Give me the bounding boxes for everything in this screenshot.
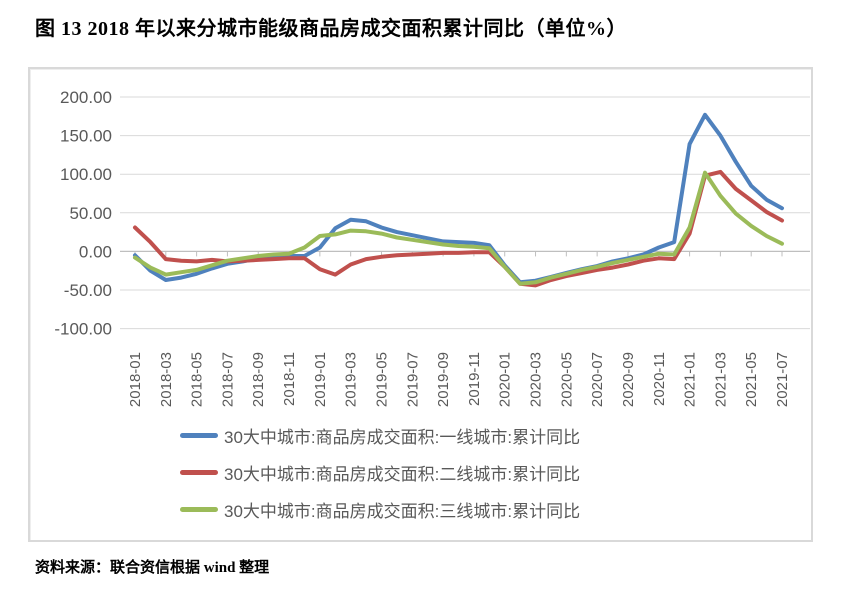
series-line-tier1 <box>135 115 782 282</box>
legend-item-tier3: 30大中城市:商品房成交面积:三线城市:累计同比 <box>180 499 580 520</box>
legend-item-tier1: 30大中城市:商品房成交面积:一线城市:累计同比 <box>180 425 580 446</box>
x-axis-tick-label: 2019-01 <box>312 352 329 407</box>
legend-item-tier2: 30大中城市:商品房成交面积:二线城市:累计同比 <box>180 462 580 483</box>
source-note: 资料来源：联合资信根据 wind 整理 <box>35 556 269 577</box>
x-axis-tick-label: 2019-07 <box>404 352 421 407</box>
chart-area: 200.00 150.00 100.00 50.00 0.00 -50.00 -100.00… <box>28 67 813 542</box>
y-axis-tick-label: 50.00 <box>69 204 112 223</box>
legend-swatch-tier2 <box>180 470 218 475</box>
chart-legend: 30大中城市:商品房成交面积:一线城市:累计同比 30大中城市:商品房成交面积:二… <box>180 425 580 520</box>
legend-label-tier2: 30大中城市:商品房成交面积:二线城市:累计同比 <box>224 460 580 485</box>
legend-swatch-tier1 <box>180 433 218 438</box>
x-axis-tick-label: 2020-01 <box>497 352 514 407</box>
y-axis-tick-label: -50.00 <box>64 281 112 300</box>
x-axis-tick-label: 2018-09 <box>250 352 267 407</box>
y-axis-tick-label: 150.00 <box>60 127 112 146</box>
x-axis-tick-label: 2018-05 <box>189 352 206 407</box>
legend-label-tier3: 30大中城市:商品房成交面积:三线城市:累计同比 <box>224 497 580 522</box>
x-axis-tick-label: 2018-11 <box>281 352 298 406</box>
x-axis-tick-label: 2018-01 <box>127 352 144 407</box>
x-axis-tick-label: 2019-11 <box>466 352 483 406</box>
y-axis-tick-label: 200.00 <box>60 88 112 107</box>
x-axis-tick-label: 2021-07 <box>774 352 791 407</box>
legend-label-tier1: 30大中城市:商品房成交面积:一线城市:累计同比 <box>224 423 580 448</box>
x-axis-tick-label: 2020-05 <box>558 352 575 407</box>
x-axis-tick-label: 2021-05 <box>743 352 760 407</box>
x-axis-tick-label: 2021-01 <box>682 352 699 407</box>
series-line-tier3 <box>135 173 782 284</box>
figure-13-page: 图 13 2018 年以来分城市能级商品房成交面积累计同比（单位%） 200.0… <box>0 0 850 592</box>
x-axis-tick-label: 2020-09 <box>620 352 637 407</box>
x-axis-tick-label: 2018-07 <box>219 352 236 407</box>
x-axis-tick-label: 2018-03 <box>158 352 175 407</box>
x-axis-tick-label: 2019-09 <box>435 352 452 407</box>
y-axis-tick-label: -100.00 <box>54 320 112 339</box>
y-axis-tick-label: 100.00 <box>60 165 112 184</box>
x-axis-tick-label: 2020-03 <box>528 352 545 407</box>
x-axis-tick-label: 2021-03 <box>712 352 729 407</box>
x-axis-tick-label: 2019-03 <box>343 352 360 407</box>
figure-title: 图 13 2018 年以来分城市能级商品房成交面积累计同比（单位%） <box>35 12 815 41</box>
y-axis-tick-label: 0.00 <box>79 242 112 261</box>
series-line-tier2 <box>135 172 782 286</box>
x-axis-tick-label: 2019-05 <box>373 352 390 407</box>
legend-swatch-tier3 <box>180 507 218 512</box>
x-axis-tick-label: 2020-11 <box>651 352 668 406</box>
x-axis-tick-label: 2020-07 <box>589 352 606 407</box>
